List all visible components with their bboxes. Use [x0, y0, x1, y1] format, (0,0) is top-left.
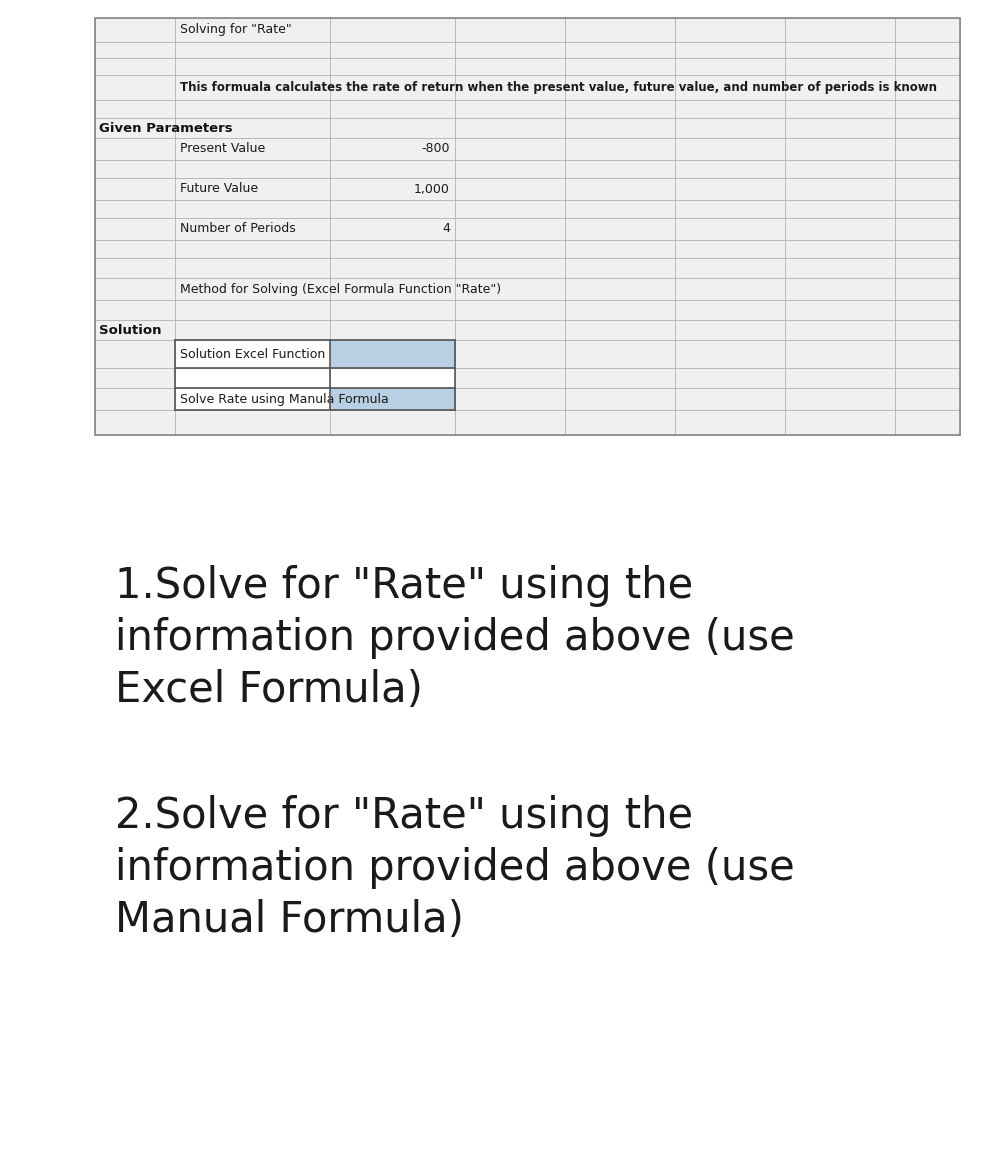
Text: Future Value: Future Value [180, 182, 258, 196]
Text: Method for Solving (Excel Formula Function "Rate"): Method for Solving (Excel Formula Functi… [180, 283, 501, 296]
Text: Solving for "Rate": Solving for "Rate" [180, 23, 291, 36]
Bar [95, 18, 960, 436]
Bar [175, 340, 455, 410]
Text: Number of Periods: Number of Periods [180, 223, 295, 236]
Bar [330, 340, 455, 367]
Text: Solution: Solution [99, 324, 162, 337]
Text: Solve Rate using Manula Formula: Solve Rate using Manula Formula [180, 392, 388, 405]
Text: This formuala calculates the rate of return when the present value, future value: This formuala calculates the rate of ret… [180, 81, 937, 94]
Text: -800: -800 [422, 142, 450, 155]
Bar [330, 387, 455, 410]
Text: 2.Solve for "Rate" using the
information provided above (use
Manual Formula): 2.Solve for "Rate" using the information… [115, 795, 795, 940]
Text: 1,000: 1,000 [414, 182, 450, 196]
Text: 4: 4 [442, 223, 450, 236]
Text: Solution Excel Function: Solution Excel Function [180, 348, 326, 360]
Text: Given Parameters: Given Parameters [99, 121, 232, 135]
Text: Present Value: Present Value [180, 142, 265, 155]
Text: 1.Solve for "Rate" using the
information provided above (use
Excel Formula): 1.Solve for "Rate" using the information… [115, 565, 795, 710]
Bar [95, 18, 960, 436]
